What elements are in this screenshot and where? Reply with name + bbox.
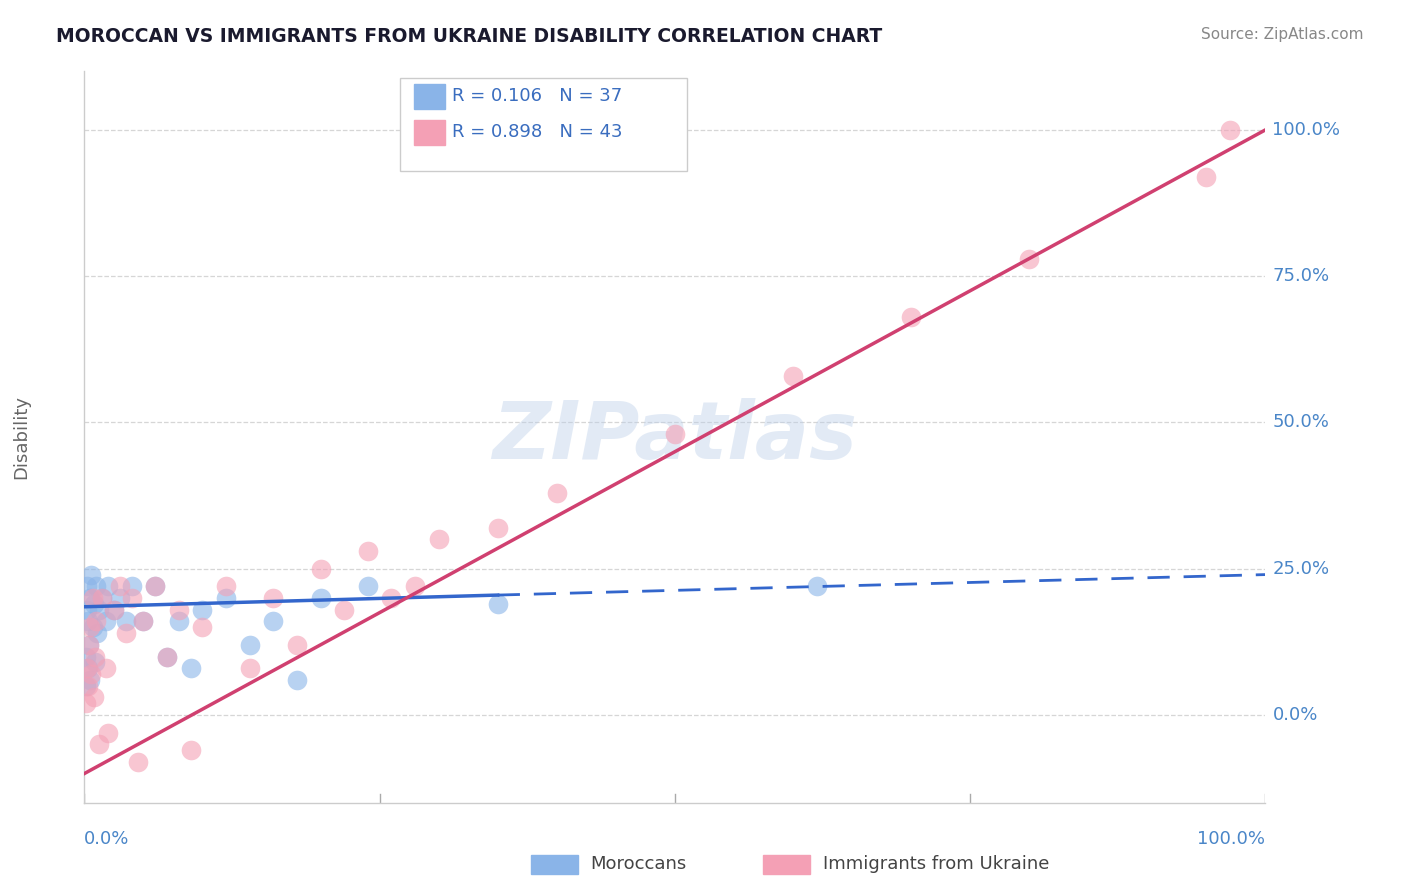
Point xyxy=(80,567,103,582)
Point xyxy=(156,649,179,664)
Point xyxy=(900,310,922,325)
Point xyxy=(180,743,202,757)
Point xyxy=(191,603,214,617)
Point xyxy=(75,679,97,693)
Point xyxy=(427,533,450,547)
Point xyxy=(97,725,120,739)
Point xyxy=(132,615,155,629)
Point xyxy=(127,755,149,769)
Point xyxy=(239,661,262,675)
Point xyxy=(94,615,117,629)
Point xyxy=(75,649,97,664)
Point xyxy=(357,544,380,558)
Point xyxy=(215,591,238,605)
Point xyxy=(546,485,568,500)
Text: 100.0%: 100.0% xyxy=(1198,830,1265,847)
Point xyxy=(79,591,101,605)
Point xyxy=(121,591,143,605)
Point xyxy=(103,603,125,617)
Text: 50.0%: 50.0% xyxy=(1272,414,1329,432)
Point xyxy=(94,661,117,675)
Point xyxy=(77,638,100,652)
Text: ZIPatlas: ZIPatlas xyxy=(492,398,858,476)
Point xyxy=(84,579,107,593)
Point xyxy=(1219,123,1241,137)
Point xyxy=(309,591,332,605)
Point xyxy=(121,579,143,593)
Point xyxy=(75,696,97,710)
Text: R = 0.898   N = 43: R = 0.898 N = 43 xyxy=(453,123,623,141)
Point xyxy=(82,620,104,634)
Point xyxy=(80,667,103,681)
Point xyxy=(79,620,101,634)
Point xyxy=(77,615,100,629)
Point xyxy=(191,620,214,634)
Text: MOROCCAN VS IMMIGRANTS FROM UKRAINE DISABILITY CORRELATION CHART: MOROCCAN VS IMMIGRANTS FROM UKRAINE DISA… xyxy=(56,27,883,45)
Point xyxy=(76,603,98,617)
Point xyxy=(180,661,202,675)
Point xyxy=(380,591,402,605)
Point xyxy=(84,615,107,629)
Point xyxy=(664,427,686,442)
Point xyxy=(167,603,190,617)
Point xyxy=(156,649,179,664)
Point xyxy=(84,649,107,664)
Point xyxy=(84,656,107,670)
Point xyxy=(103,603,125,617)
Text: R = 0.106   N = 37: R = 0.106 N = 37 xyxy=(453,87,623,105)
Point xyxy=(262,591,284,605)
Point xyxy=(486,597,509,611)
Point xyxy=(91,591,114,605)
Point xyxy=(76,579,98,593)
Point xyxy=(806,579,828,593)
Text: 100.0%: 100.0% xyxy=(1272,121,1340,139)
Point xyxy=(87,603,110,617)
Point xyxy=(114,626,136,640)
Point xyxy=(239,638,262,652)
Point xyxy=(87,737,110,751)
Point xyxy=(285,673,308,687)
Text: Moroccans: Moroccans xyxy=(591,855,686,873)
Point xyxy=(86,626,108,640)
Text: Disability: Disability xyxy=(13,395,30,479)
Text: 25.0%: 25.0% xyxy=(1272,560,1330,578)
Text: 75.0%: 75.0% xyxy=(1272,268,1330,285)
Text: 0.0%: 0.0% xyxy=(84,830,129,847)
Text: 0.0%: 0.0% xyxy=(1272,706,1317,724)
Point xyxy=(285,638,308,652)
Point xyxy=(91,591,114,605)
Point xyxy=(143,579,166,593)
Point xyxy=(108,591,131,605)
Point xyxy=(77,679,100,693)
Point xyxy=(108,579,131,593)
Point xyxy=(309,562,332,576)
Point xyxy=(83,597,105,611)
Point xyxy=(167,615,190,629)
Point xyxy=(77,638,100,652)
Point xyxy=(114,615,136,629)
Point xyxy=(97,579,120,593)
Point xyxy=(1018,252,1040,266)
Point xyxy=(76,661,98,675)
Point xyxy=(486,521,509,535)
Point xyxy=(132,615,155,629)
Point xyxy=(143,579,166,593)
Point xyxy=(79,673,101,687)
Point xyxy=(782,368,804,383)
Point xyxy=(333,603,356,617)
Point xyxy=(1195,169,1218,184)
Point xyxy=(83,690,105,705)
Text: Immigrants from Ukraine: Immigrants from Ukraine xyxy=(823,855,1049,873)
Point xyxy=(77,661,100,675)
Point xyxy=(262,615,284,629)
Point xyxy=(357,579,380,593)
Point xyxy=(404,579,426,593)
Point xyxy=(215,579,238,593)
Point xyxy=(82,591,104,605)
Text: Source: ZipAtlas.com: Source: ZipAtlas.com xyxy=(1201,27,1364,42)
